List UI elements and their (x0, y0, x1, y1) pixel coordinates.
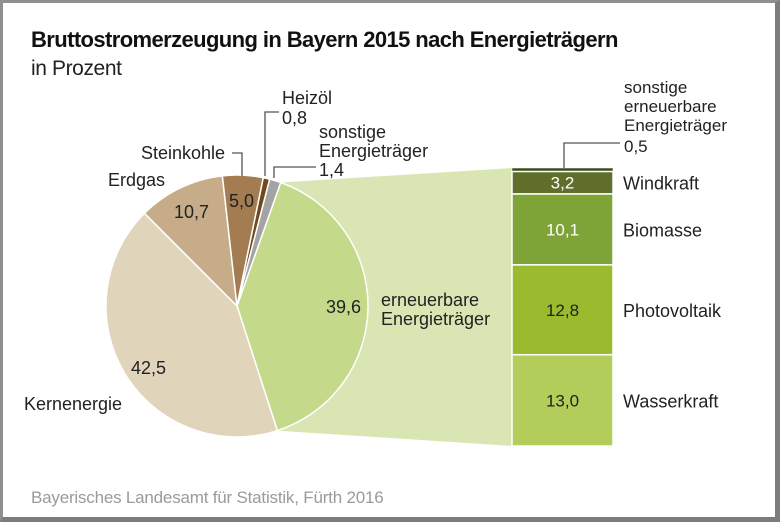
pie-slice-erdgas (143, 174, 238, 309)
bar-label-sonstige-erneuerbare-line3: Energieträger (624, 116, 727, 135)
chart-subtitle: in Prozent (31, 57, 122, 80)
labels-layer: 39,6 42,5 10,7 5,0 Kernenergie Erdgas Steinkoh… (24, 78, 727, 414)
category-label-erdgas: Erdgas (108, 170, 165, 190)
pie-slice-kernenergie (105, 212, 279, 438)
category-label-erneuerbare-line1: erneuerbare (381, 290, 479, 310)
bar-value-photovoltaik: 12,8 (546, 301, 579, 320)
bar-segment-biomasse (511, 193, 614, 266)
category-label-heizoel: Heizöl (282, 88, 332, 108)
leader-line-steinkohle (232, 152, 243, 176)
value-label-erdgas: 10,7 (174, 202, 209, 222)
stacked-bar (511, 167, 614, 447)
pie-chart (105, 174, 369, 438)
category-label-steinkohle: Steinkohle (141, 143, 225, 163)
bar-segment-wasserkraft (511, 353, 614, 447)
pie-slice-erneuerbare-energietraeger (236, 181, 369, 432)
bar-label-sonstige-erneuerbare-line1: sonstige (624, 78, 687, 97)
category-label-kernenergie: Kernenergie (24, 394, 122, 414)
bar-value-biomasse: 10,1 (546, 220, 579, 239)
bar-label-sonstige-erneuerbare-line2: erneuerbare (624, 97, 717, 116)
bar-label-photovoltaik: Photovoltaik (623, 301, 722, 321)
bar-label-wasserkraft: Wasserkraft (623, 391, 718, 411)
value-label-steinkohle: 5,0 (229, 191, 254, 211)
category-label-sonstige-line2: Energieträger (319, 141, 428, 161)
leader-line-sonstige (273, 166, 316, 178)
value-label-sonstige: 1,4 (319, 160, 344, 180)
bar-value-windkraft: 3,2 (551, 174, 575, 193)
leader-line-sonstige-erneuerbare (563, 142, 620, 168)
bar-label-windkraft: Windkraft (623, 174, 699, 194)
leader-line-heizoel (264, 111, 279, 176)
source-note: Bayerisches Landesamt für Statistik, Für… (31, 488, 384, 507)
value-label-erneuerbare-energietraeger: 39,6 (326, 297, 361, 317)
value-label-heizoel: 0,8 (282, 108, 307, 128)
category-label-sonstige-line1: sonstige (319, 122, 386, 142)
pie-slice-sonstige-energietraeger (236, 178, 282, 307)
bar-label-biomasse: Biomasse (623, 220, 702, 240)
category-label-erneuerbare-line2: Energieträger (381, 309, 490, 329)
chart-title: Bruttostromerzeugung in Bayern 2015 nach… (31, 27, 618, 52)
value-label-kernenergie: 42,5 (131, 358, 166, 378)
bar-value-sonstige-erneuerbare: 0,5 (624, 137, 648, 156)
bar-value-wasserkraft: 13,0 (546, 391, 579, 410)
